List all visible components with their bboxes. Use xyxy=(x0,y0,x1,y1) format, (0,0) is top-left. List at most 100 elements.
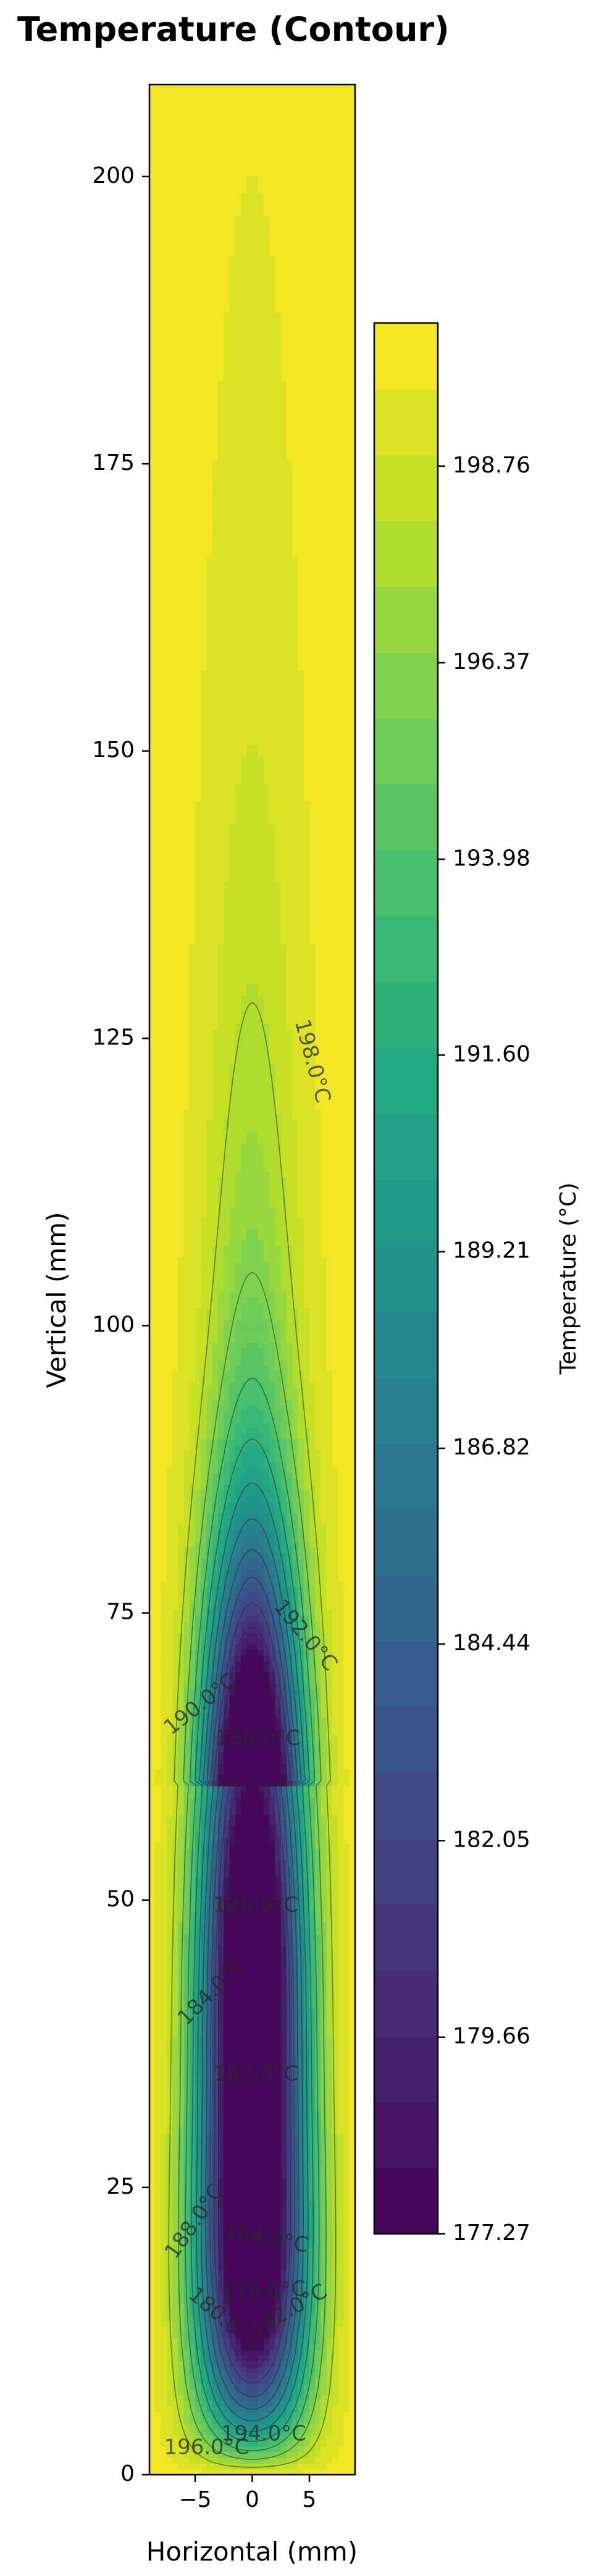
contour-band xyxy=(320,2269,327,2276)
contour-band xyxy=(218,1501,224,1508)
contour-band xyxy=(298,2121,304,2128)
contour-band xyxy=(280,1638,287,1645)
contour-band xyxy=(309,1467,321,1474)
contour-band xyxy=(287,2428,293,2435)
contour-band xyxy=(292,1472,298,1479)
contour-band xyxy=(172,1649,178,1656)
contour-band xyxy=(315,2320,321,2327)
contour-band xyxy=(218,1729,224,1735)
contour-band xyxy=(287,1774,293,1781)
contour-band xyxy=(224,2349,230,2356)
contour-band xyxy=(201,1456,207,1462)
contour-band xyxy=(320,1985,327,1992)
contour-band xyxy=(292,2013,298,2020)
contour-band xyxy=(292,2047,298,2054)
contour-band xyxy=(326,2087,333,2094)
contour-band xyxy=(235,1364,270,1371)
contour-band xyxy=(269,1467,275,1474)
contour-band xyxy=(218,1939,224,1946)
contour-band xyxy=(183,1860,190,1866)
contour-band xyxy=(218,2196,224,2202)
contour-band xyxy=(195,1427,207,1434)
contour-band xyxy=(292,1939,298,1946)
contour-band xyxy=(172,1950,178,1957)
contour-band xyxy=(172,1922,178,1929)
contour-band xyxy=(161,1695,173,1701)
contour-band xyxy=(338,2189,344,2196)
contour-band xyxy=(224,2355,230,2362)
contour-band xyxy=(212,2224,219,2231)
contour-band xyxy=(298,1888,304,1895)
contour-band xyxy=(343,2241,350,2247)
contour-band xyxy=(189,1996,196,2003)
contour-band xyxy=(161,1672,173,1679)
contour-band xyxy=(212,1831,219,1838)
contour-band xyxy=(178,2304,184,2310)
contour-band xyxy=(320,1968,327,1974)
contour-band xyxy=(149,2463,178,2470)
contour-band xyxy=(235,1524,241,1530)
contour-band xyxy=(269,1495,275,1502)
contour-band xyxy=(326,1968,333,1974)
contour-band xyxy=(275,1507,282,1514)
contour-band xyxy=(218,1865,224,1872)
contour-band xyxy=(149,2355,156,2362)
contour-band xyxy=(224,1507,230,1514)
contour-band xyxy=(320,1484,338,1491)
contour-band xyxy=(155,1877,167,1884)
contour-band xyxy=(315,2457,333,2464)
contour-band xyxy=(315,1546,321,1553)
contour-band xyxy=(155,2007,167,2015)
contour-band xyxy=(332,1928,338,1935)
contour-band xyxy=(189,1393,201,1399)
contour-band xyxy=(326,1945,333,1952)
contour-band xyxy=(235,2423,241,2430)
contour-band xyxy=(155,2275,161,2282)
contour-band xyxy=(269,1490,275,1496)
contour-band xyxy=(332,1718,344,1724)
contour-band xyxy=(280,1945,287,1952)
contour-band xyxy=(343,1757,355,1764)
contour-band xyxy=(224,1740,282,1747)
contour-band xyxy=(320,1791,327,1798)
contour-band xyxy=(315,1507,321,1514)
contour-band xyxy=(149,1393,173,1399)
contour-band xyxy=(155,2297,161,2305)
contour-band xyxy=(309,2246,316,2254)
contour-band xyxy=(332,1752,338,1758)
contour-band xyxy=(338,1934,350,1940)
contour-band xyxy=(292,2406,298,2413)
contour-band xyxy=(201,1592,207,1599)
contour-band xyxy=(224,1484,230,1491)
contour-band xyxy=(189,1382,201,1388)
contour-band xyxy=(218,1848,224,1855)
contour-band xyxy=(183,2315,190,2322)
contour-band xyxy=(298,2326,304,2333)
contour-band xyxy=(206,1729,213,1735)
contour-band xyxy=(212,1461,219,1468)
contour-band xyxy=(218,1711,224,1718)
contour-band xyxy=(269,1689,275,1696)
contour-band xyxy=(183,1968,190,1974)
contour-band xyxy=(218,2002,224,2008)
contour-band xyxy=(212,2326,219,2333)
contour-band xyxy=(292,1848,298,1855)
contour-band xyxy=(303,1968,310,1974)
contour-band xyxy=(149,2196,156,2202)
contour-band xyxy=(338,2042,350,2049)
contour-band xyxy=(320,1894,327,1900)
contour-band xyxy=(178,1558,184,1565)
contour-band xyxy=(183,1649,190,1656)
contour-band xyxy=(149,2178,156,2185)
contour-band xyxy=(287,1393,298,1399)
contour-band xyxy=(280,1649,287,1656)
contour-band xyxy=(349,2332,355,2339)
contour-band xyxy=(315,1945,321,1952)
contour-band xyxy=(195,1666,201,1673)
contour-band xyxy=(224,2394,230,2401)
contour-band xyxy=(149,1916,156,1923)
contour-band xyxy=(275,1695,282,1701)
contour-band xyxy=(287,2155,293,2162)
contour-band xyxy=(178,1706,184,1713)
contour-band xyxy=(212,1894,219,1900)
